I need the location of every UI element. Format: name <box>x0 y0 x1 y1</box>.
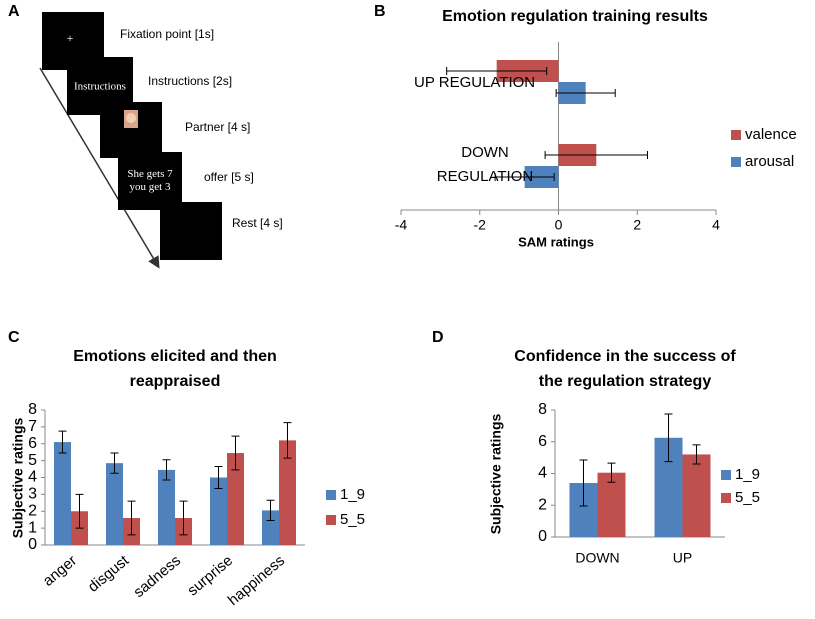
x-tick-label: anger <box>40 552 80 590</box>
x-tick-label: 4 <box>712 217 720 233</box>
screen-text: Instructions <box>74 81 126 93</box>
face-image <box>126 113 136 123</box>
error-bar <box>231 435 240 471</box>
y-tick-label: 1 <box>28 519 37 536</box>
error-bar <box>110 452 119 474</box>
screen <box>160 202 222 260</box>
x-tick-label: -4 <box>395 217 408 233</box>
y-axis-label: Subjective ratings <box>488 413 504 534</box>
panel-label: A <box>8 3 20 20</box>
legend-swatch <box>326 515 336 525</box>
bar <box>597 472 626 537</box>
x-axis-label: SAM ratings <box>518 234 594 249</box>
x-tick-label: DOWN <box>575 550 619 566</box>
y-tick-label: 4 <box>28 469 37 486</box>
bar <box>262 510 279 545</box>
y-tick-label: 6 <box>28 435 37 452</box>
bar <box>279 440 296 545</box>
bar <box>682 454 711 537</box>
y-tick-label: 7 <box>28 418 37 435</box>
error-bar <box>692 444 701 465</box>
y-tick-label: 6 <box>538 433 547 450</box>
legend-label: 5_5 <box>340 511 365 528</box>
step-label: Instructions [2s] <box>148 74 232 88</box>
error-bar <box>579 459 588 507</box>
y-tick-label: 0 <box>538 528 547 545</box>
step-label: Rest [4 s] <box>232 216 283 230</box>
bar <box>158 469 175 545</box>
error-bar <box>283 422 292 459</box>
y-axis-label: Subjective ratings <box>10 417 26 538</box>
legend-label: arousal <box>745 153 794 170</box>
y-tick-label: 8 <box>538 401 547 418</box>
y-tick-label: 3 <box>28 486 37 503</box>
error-bar <box>446 67 548 75</box>
y-tick-label: DOWN REGULATION <box>436 144 534 185</box>
error-bar <box>179 500 188 536</box>
x-tick-label: sadness <box>130 552 184 601</box>
screen-text: She gets 7 you get 3 <box>127 168 173 193</box>
y-tick-label: 5 <box>28 452 37 469</box>
error-bar <box>544 151 648 159</box>
legend-label: 1_9 <box>735 466 760 483</box>
legend-label: 1_9 <box>340 486 365 503</box>
bar <box>227 453 244 545</box>
error-bar <box>664 413 673 463</box>
error-bar <box>607 462 616 483</box>
y-tick-label: 2 <box>28 502 37 519</box>
error-bar <box>75 493 84 529</box>
error-bar <box>58 430 67 454</box>
step-label: Fixation point [1s] <box>120 27 214 41</box>
error-bar <box>494 173 555 181</box>
x-tick-label: 0 <box>555 217 563 233</box>
error-bar <box>266 499 275 522</box>
panel-label: C <box>8 329 20 346</box>
y-tick-label: 8 <box>28 401 37 418</box>
bar <box>210 477 227 545</box>
legend-swatch <box>731 157 741 167</box>
error-bar <box>162 459 171 481</box>
panel-label: D <box>432 329 444 346</box>
chart-title: Emotion regulation training results <box>442 8 708 25</box>
time-arrow <box>39 67 160 269</box>
step-label: offer [5 s] <box>204 170 254 184</box>
step-label: Partner [4 s] <box>185 120 250 134</box>
legend-swatch <box>731 130 741 140</box>
y-tick-label: 4 <box>538 465 547 482</box>
error-bar <box>214 466 223 489</box>
x-tick-label: -2 <box>474 217 487 233</box>
y-tick-label: 2 <box>538 496 547 513</box>
bar <box>106 463 123 545</box>
x-tick-label: disgust <box>85 552 133 596</box>
chart-title: Confidence in the success of the regulat… <box>514 348 736 390</box>
screen <box>118 152 182 210</box>
legend-label: valence <box>745 126 797 143</box>
chart-title: Emotions elicited and then reappraised <box>73 348 277 390</box>
x-tick-label: happiness <box>225 552 288 609</box>
error-bar <box>127 500 136 536</box>
screen-text: + <box>67 31 74 45</box>
y-tick-label: 0 <box>28 536 37 553</box>
y-tick-label: UP REGULATION <box>414 74 536 91</box>
panel-label: B <box>374 3 386 20</box>
legend-label: 5_5 <box>735 489 760 506</box>
legend-swatch <box>721 493 731 503</box>
x-tick-label: UP <box>673 550 692 566</box>
x-tick-label: 2 <box>633 217 641 233</box>
legend-swatch <box>326 490 336 500</box>
bar <box>54 442 71 545</box>
legend-swatch <box>721 470 731 480</box>
error-bar <box>555 89 616 97</box>
